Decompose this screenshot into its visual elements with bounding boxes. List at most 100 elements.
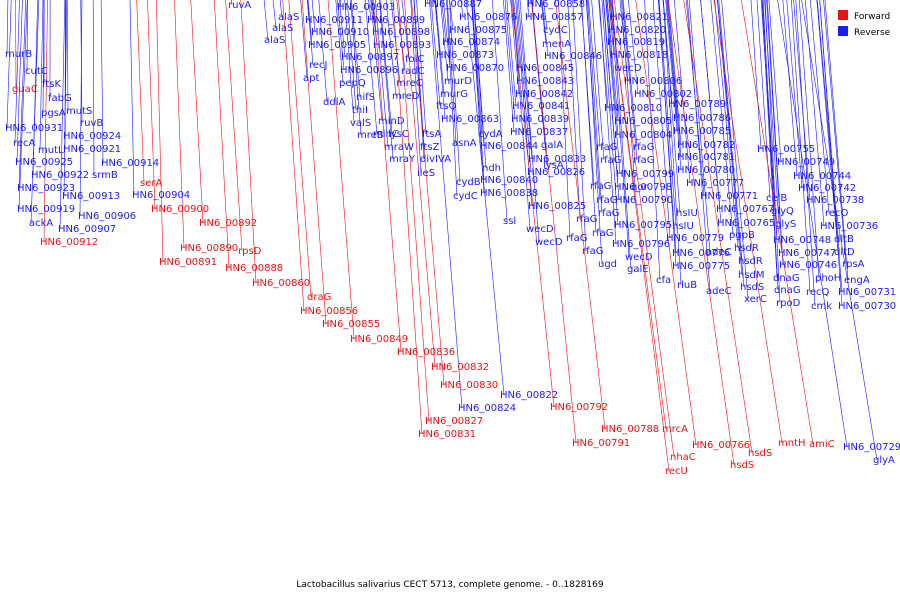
- gene-label: HN6_00738: [806, 195, 864, 206]
- label-leader: [613, 0, 675, 458]
- gene-label: HN6_00819: [607, 37, 665, 48]
- gene-label: dltB: [834, 234, 854, 245]
- label-leader: [531, 0, 577, 444]
- gene-label: dnaG: [774, 285, 801, 296]
- gene-label: HN6_00748: [773, 235, 831, 246]
- label-leader: [667, 0, 735, 466]
- label-leader: [555, 0, 606, 430]
- gene-label: HN6_00833: [528, 154, 586, 165]
- gene-label: alaS: [278, 12, 299, 23]
- gene-label: rfaG: [633, 155, 655, 166]
- gene-label: HN6_00749: [777, 157, 835, 168]
- gene-label: hsIU: [676, 208, 698, 219]
- gene-label: cydA: [478, 129, 503, 140]
- gene-label: HN6_00840: [480, 175, 538, 186]
- gene-label: engA: [844, 275, 870, 286]
- gene-label: murG: [440, 89, 468, 100]
- gene-label: recO: [825, 208, 849, 219]
- gene-label: HN6_00830: [440, 380, 498, 391]
- gene-label: cydC: [453, 191, 478, 202]
- gene-label: HN6_00849: [350, 334, 408, 345]
- gene-label: HN6_00875: [449, 25, 507, 36]
- gene-label: HN6_00931: [5, 123, 63, 134]
- gene-label: HN6_00765: [717, 218, 775, 229]
- gene-label: murB: [5, 49, 32, 60]
- gene-label: HN6_00746: [779, 260, 837, 271]
- gene-label: HN6_00792: [550, 402, 608, 413]
- label-leader: [609, 0, 670, 472]
- gene-label: HN6_00855: [322, 319, 380, 330]
- gene-label: menA: [542, 39, 571, 50]
- gene-label: nifS: [356, 92, 375, 103]
- gene-label: mreC: [396, 78, 423, 89]
- gene-label: mrcA: [662, 424, 688, 435]
- gene-label: HN6_00790: [615, 195, 673, 206]
- gene-label: ftsA: [422, 129, 441, 140]
- gene-label: ackA: [29, 218, 53, 229]
- label-leader: [683, 0, 753, 454]
- gene-label: HN6_00755: [757, 144, 815, 155]
- gene-label: HN6_00922: [31, 170, 89, 181]
- gene-label: HN6_00870: [446, 63, 504, 74]
- gene-label: HN6_00897: [341, 52, 399, 63]
- label-leader: [429, 0, 463, 409]
- gene-label: rfaG: [596, 195, 618, 206]
- gene-label: HN6_00837: [510, 127, 568, 138]
- gene-label: HN6_00766: [692, 440, 750, 451]
- gene-label: HN6_00798: [614, 182, 672, 193]
- gene-label: wecD: [526, 224, 554, 235]
- gene-label: HN6_00736: [820, 221, 878, 232]
- gene-label: HN6_00887: [424, 0, 482, 10]
- gene-label: thiI: [352, 105, 368, 116]
- gene-label: rfaG: [596, 142, 618, 153]
- gene-label: adeC: [706, 286, 732, 297]
- gene-label: phoH: [815, 273, 841, 284]
- gene-label: pepQ: [339, 78, 366, 89]
- legend-swatch-reverse: [838, 26, 848, 36]
- label-leader: [301, 0, 327, 325]
- gene-label: hsdS: [730, 460, 754, 471]
- gene-label: HN6_00789: [668, 99, 726, 110]
- gene-label: HN6_00892: [199, 218, 257, 229]
- gene-label: hsdR: [738, 256, 763, 267]
- gene-label: HN6_00910: [311, 27, 369, 38]
- gene-label: ftsK: [42, 79, 61, 90]
- gene-label: HN6_00782: [677, 140, 735, 151]
- label-leader: [777, 0, 848, 448]
- gene-label: HN6_00802: [634, 89, 692, 100]
- gene-label: divIVA: [420, 154, 451, 165]
- gene-label: HN6_00900: [151, 204, 209, 215]
- gene-label: HN6_00858: [527, 0, 585, 10]
- gene-label: HN6_00804: [614, 130, 672, 141]
- gene-label: HN6_00779: [666, 233, 724, 244]
- label-leader: [635, 0, 697, 446]
- gene-label: mraW: [384, 142, 414, 153]
- gene-label: HN6_00824: [458, 403, 516, 414]
- gene-label: rfaG: [576, 214, 598, 225]
- gene-label: guaC: [12, 84, 38, 95]
- gene-label: fabG: [48, 93, 72, 104]
- gene-label: lysC: [388, 129, 409, 140]
- gene-label: HN6_00825: [528, 201, 586, 212]
- gene-label: HN6_00795: [614, 220, 672, 231]
- gene-label: HN6_00907: [58, 224, 116, 235]
- gene-label: HN6_00919: [17, 204, 75, 215]
- gene-label: galA: [541, 140, 563, 151]
- legend-label-reverse: Reverse: [854, 28, 891, 38]
- gene-label: HN6_00860: [252, 278, 310, 289]
- gene-label: ndh: [482, 163, 501, 174]
- gene-label: HN6_00729: [843, 442, 900, 453]
- gene-label: HN6_00826: [527, 167, 585, 178]
- gene-label: HN6_00780: [677, 165, 735, 176]
- label-leader: [240, 0, 257, 284]
- gene-label: HN6_00843: [516, 76, 574, 87]
- gene-label: HN6_00856: [300, 306, 358, 317]
- gene-label: draG: [307, 292, 331, 303]
- gene-label: HN6_00806: [624, 76, 682, 87]
- gene-label: ftsZ: [420, 142, 439, 153]
- gene-label: HN6_00874: [442, 37, 500, 48]
- gene-label: asnA: [452, 138, 477, 149]
- gene-label: HN6_00845: [516, 63, 574, 74]
